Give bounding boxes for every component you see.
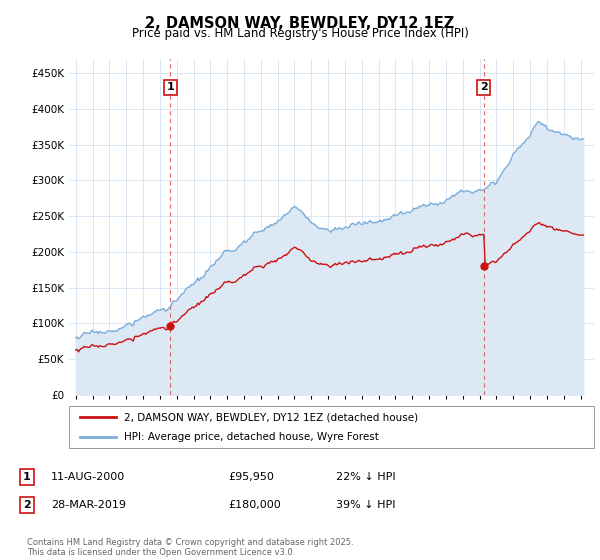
Text: 2, DAMSON WAY, BEWDLEY, DY12 1EZ: 2, DAMSON WAY, BEWDLEY, DY12 1EZ — [145, 16, 455, 31]
Text: 2: 2 — [23, 500, 31, 510]
Text: HPI: Average price, detached house, Wyre Forest: HPI: Average price, detached house, Wyre… — [124, 432, 379, 442]
Text: £95,950: £95,950 — [228, 472, 274, 482]
Text: 28-MAR-2019: 28-MAR-2019 — [51, 500, 126, 510]
Text: 22% ↓ HPI: 22% ↓ HPI — [336, 472, 395, 482]
Text: 1: 1 — [166, 82, 174, 92]
Text: 11-AUG-2000: 11-AUG-2000 — [51, 472, 125, 482]
Text: 2: 2 — [480, 82, 487, 92]
Text: £180,000: £180,000 — [228, 500, 281, 510]
Text: 39% ↓ HPI: 39% ↓ HPI — [336, 500, 395, 510]
Text: Contains HM Land Registry data © Crown copyright and database right 2025.
This d: Contains HM Land Registry data © Crown c… — [27, 538, 353, 557]
Text: 1: 1 — [23, 472, 31, 482]
Text: Price paid vs. HM Land Registry's House Price Index (HPI): Price paid vs. HM Land Registry's House … — [131, 27, 469, 40]
Text: 2, DAMSON WAY, BEWDLEY, DY12 1EZ (detached house): 2, DAMSON WAY, BEWDLEY, DY12 1EZ (detach… — [124, 412, 418, 422]
